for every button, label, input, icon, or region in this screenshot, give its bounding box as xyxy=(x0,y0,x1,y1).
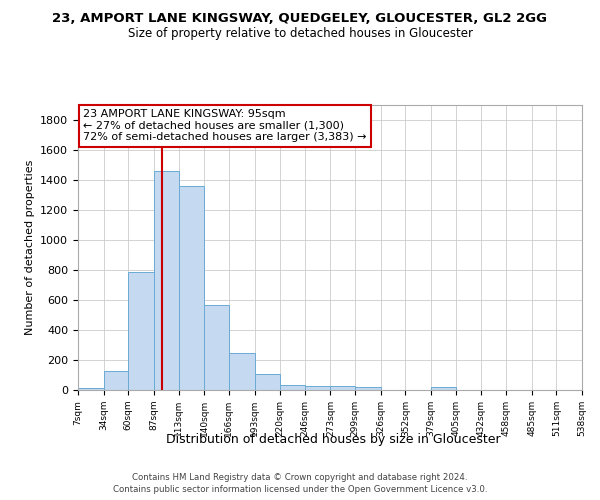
Bar xyxy=(229,352,254,390)
Text: 23, AMPORT LANE KINGSWAY, QUEDGELEY, GLOUCESTER, GL2 2GG: 23, AMPORT LANE KINGSWAY, QUEDGELEY, GLO… xyxy=(53,12,548,26)
Text: Contains public sector information licensed under the Open Government Licence v3: Contains public sector information licen… xyxy=(113,486,487,494)
Bar xyxy=(179,186,204,390)
Bar xyxy=(331,386,355,390)
Bar xyxy=(128,272,154,390)
Bar xyxy=(104,370,128,390)
Bar xyxy=(254,374,280,390)
Text: Distribution of detached houses by size in Gloucester: Distribution of detached houses by size … xyxy=(166,432,500,446)
Bar xyxy=(355,387,381,390)
Bar xyxy=(280,385,305,390)
Y-axis label: Number of detached properties: Number of detached properties xyxy=(25,160,35,335)
Bar xyxy=(204,305,229,390)
Text: Contains HM Land Registry data © Crown copyright and database right 2024.: Contains HM Land Registry data © Crown c… xyxy=(132,473,468,482)
Text: 23 AMPORT LANE KINGSWAY: 95sqm
← 27% of detached houses are smaller (1,300)
72% : 23 AMPORT LANE KINGSWAY: 95sqm ← 27% of … xyxy=(83,110,367,142)
Bar xyxy=(305,386,331,390)
Bar xyxy=(78,388,104,390)
Bar xyxy=(154,171,179,390)
Bar xyxy=(431,387,456,390)
Text: Size of property relative to detached houses in Gloucester: Size of property relative to detached ho… xyxy=(128,28,473,40)
